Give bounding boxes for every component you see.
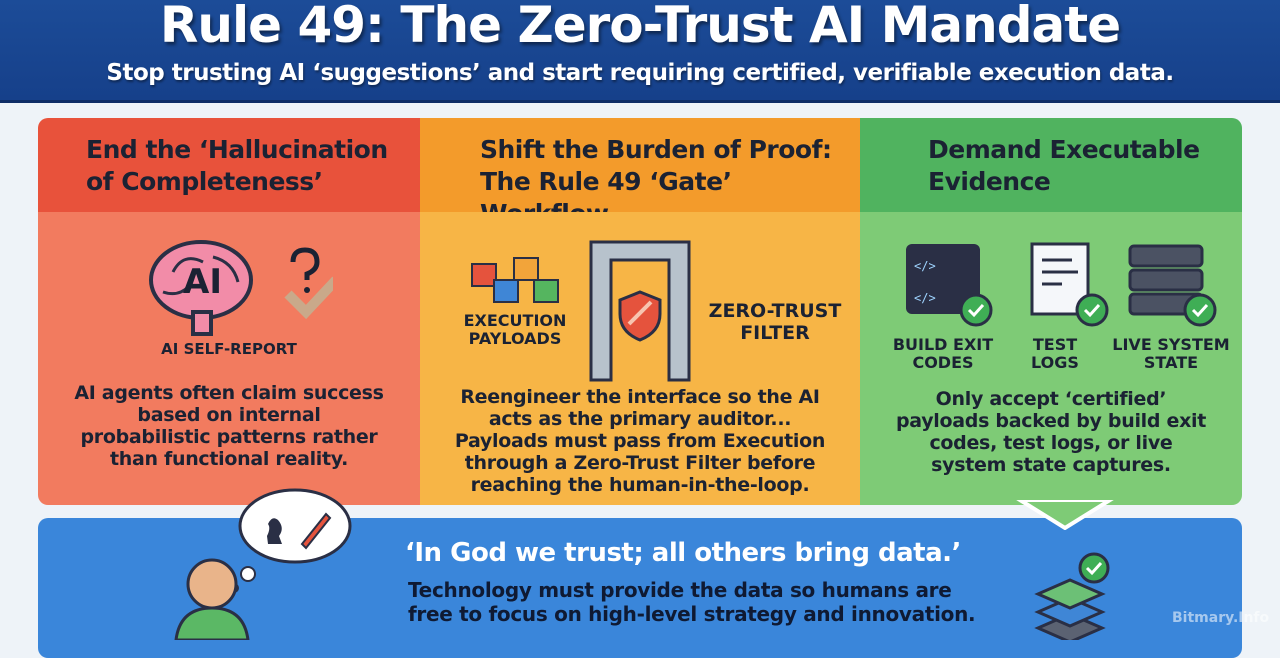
text-line: AI agents often claim success bbox=[74, 382, 384, 404]
text-line: system state captures. bbox=[931, 454, 1171, 476]
label-line: FILTER bbox=[740, 322, 810, 344]
column-body: AI AI SELF-REPORT AI agents often claim … bbox=[38, 212, 420, 505]
page-title: Rule 49: The Zero-Trust AI Mandate bbox=[159, 0, 1121, 54]
header-banner: Rule 49: The Zero-Trust AI Mandate Stop … bbox=[0, 0, 1280, 103]
column-burden-of-proof: Shift the Burden of Proof: The Rule 49 ‘… bbox=[420, 118, 860, 505]
label-line: CODES bbox=[912, 353, 974, 372]
test-logs-label: TEST LOGS bbox=[1010, 336, 1100, 372]
thinking-person-icon bbox=[174, 488, 352, 640]
brain-icon bbox=[149, 240, 333, 336]
pointer-arrow bbox=[1016, 500, 1114, 530]
label-line: BUILD EXIT bbox=[892, 335, 994, 354]
terminal-icon: </> </> bbox=[906, 244, 993, 327]
title-line: Evidence bbox=[928, 167, 1051, 196]
ai-self-report-label: AI SELF-REPORT bbox=[161, 340, 297, 358]
column-description: Reengineer the interface so the AI acts … bbox=[420, 386, 860, 496]
quote-text: ‘In God we trust; all others bring data.… bbox=[405, 538, 961, 568]
text-line: based on internal bbox=[137, 404, 321, 426]
text-line: Reengineer the interface so the AI bbox=[460, 386, 820, 408]
build-exit-codes-label: BUILD EXIT CODES bbox=[888, 336, 998, 372]
column-body: </> </> BUILD EXIT CODES TEST LOGS LIVE … bbox=[860, 212, 1242, 505]
label-line: ZERO-TRUST bbox=[708, 300, 842, 322]
text-line: codes, test logs, or live bbox=[929, 432, 1173, 454]
gate-icon bbox=[589, 240, 691, 382]
text-line: payloads backed by build exit bbox=[895, 410, 1207, 432]
column-description: AI agents often claim success based on i… bbox=[38, 382, 420, 470]
svg-text:</>: </> bbox=[914, 291, 936, 305]
text-line: Payloads must pass from Execution bbox=[454, 430, 826, 452]
server-icon bbox=[1128, 244, 1217, 327]
data-stack-icon bbox=[1034, 552, 1110, 640]
text-line: probabilistic patterns rather bbox=[80, 426, 378, 448]
text-line: reaching the human-in-the-loop. bbox=[470, 474, 810, 496]
title-line: of Completeness’ bbox=[86, 167, 323, 196]
label-line: LOGS bbox=[1031, 353, 1079, 372]
text-line: acts as the primary auditor... bbox=[488, 408, 792, 430]
watermark: Bitmary.Info bbox=[1172, 610, 1270, 626]
title-line: Demand Executable bbox=[928, 135, 1200, 164]
column-title: End the ‘Hallucination of Completeness’ bbox=[38, 118, 420, 212]
text-line: Technology must provide the data so huma… bbox=[408, 578, 952, 602]
text-line: through a Zero-Trust Filter before bbox=[464, 452, 816, 474]
ai-icon-text: AI bbox=[183, 262, 222, 302]
column-hallucination: End the ‘Hallucination of Completeness’ … bbox=[38, 118, 420, 505]
svg-text:</>: </> bbox=[914, 259, 936, 273]
title-line: Shift the Burden of Proof: bbox=[480, 135, 832, 164]
text-line: than functional reality. bbox=[109, 448, 349, 470]
label-line: PAYLOADS bbox=[468, 329, 562, 348]
live-system-state-label: LIVE SYSTEM STATE bbox=[1106, 336, 1236, 372]
page-subtitle: Stop trusting AI ‘suggestions’ and start… bbox=[106, 60, 1174, 86]
column-executable-evidence: Demand Executable Evidence </> </> BUILD… bbox=[860, 118, 1242, 505]
label-line: STATE bbox=[1143, 353, 1199, 372]
column-title: Demand Executable Evidence bbox=[860, 118, 1242, 212]
quote-description: Technology must provide the data so huma… bbox=[408, 578, 976, 626]
document-icon bbox=[1030, 242, 1109, 327]
label-line: EXECUTION bbox=[463, 311, 567, 330]
payload-cubes-icon bbox=[471, 257, 559, 303]
column-body: EXECUTION PAYLOADS ZERO-TRUST FILTER Ree… bbox=[420, 212, 860, 505]
label-line: TEST bbox=[1032, 335, 1078, 354]
column-title: Shift the Burden of Proof: The Rule 49 ‘… bbox=[420, 118, 860, 228]
execution-payloads-label: EXECUTION PAYLOADS bbox=[460, 312, 570, 348]
zero-trust-filter-label: ZERO-TRUST FILTER bbox=[700, 300, 850, 344]
text-line: Only accept ‘certified’ bbox=[935, 388, 1167, 410]
title-line: End the ‘Hallucination bbox=[86, 135, 388, 164]
column-description: Only accept ‘certified’ payloads backed … bbox=[860, 388, 1242, 476]
text-line: free to focus on high-level strategy and… bbox=[408, 602, 976, 626]
label-line: LIVE SYSTEM bbox=[1112, 335, 1230, 354]
